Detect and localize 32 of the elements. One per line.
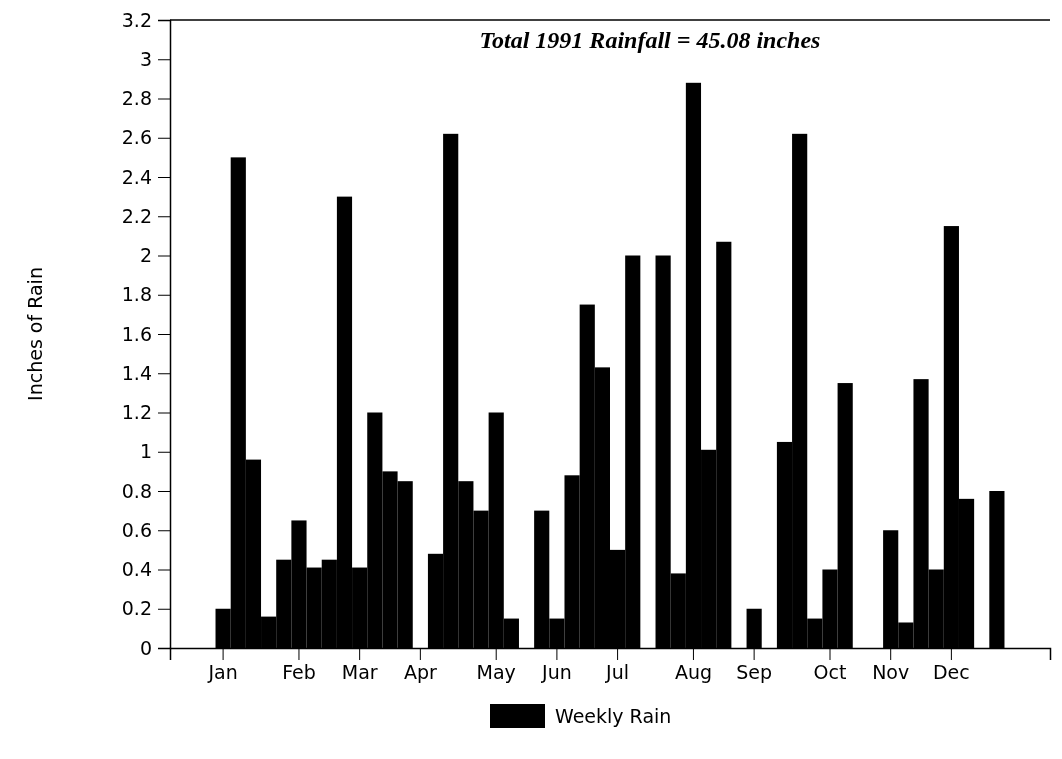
y-tick-label: 0.6 [121,518,152,541]
y-tick-label: 1.2 [121,401,152,424]
x-tick-label: Sep [736,661,773,684]
x-tick-label: May [476,661,516,684]
x-tick-label: Dec [932,661,970,684]
x-tick-label: Jan [207,661,238,684]
x-tick-label: Jul [605,661,630,684]
y-tick-label: 0.8 [121,479,152,502]
y-tick-label: 1.4 [121,361,152,384]
y-tick-label: 3.2 [121,8,152,31]
x-tick-label: Mar [341,661,378,684]
y-tick-label: 0 [139,636,152,659]
x-tick-label: Jun [541,661,572,684]
y-tick-label: 2.4 [121,165,152,188]
y-tick-label: 2.6 [121,126,152,149]
x-tick-label: Aug [674,661,712,684]
y-tick-label: 2.8 [121,87,152,110]
y-tick-label: 1.8 [121,283,152,306]
y-tick-label: 2.2 [121,204,152,227]
y-tick-label: 1.6 [121,322,152,345]
y-tick-label: 0.4 [121,558,152,581]
y-tick-label: 2 [139,244,152,267]
x-tick-label: Apr [403,661,437,684]
chart-title: Total 1991 Rainfall = 45.08 inches [479,27,821,53]
legend-label: Weekly Rain [555,705,672,727]
x-tick-label: Nov [872,661,910,684]
y-tick-label: 0.2 [121,597,152,620]
y-tick-label: 1 [139,440,152,463]
y-axis-title: Inches of Rain [24,267,46,401]
x-tick-label: Oct [813,661,847,684]
y-tick-label: 3 [139,47,152,70]
x-tick-label: Feb [282,661,316,684]
